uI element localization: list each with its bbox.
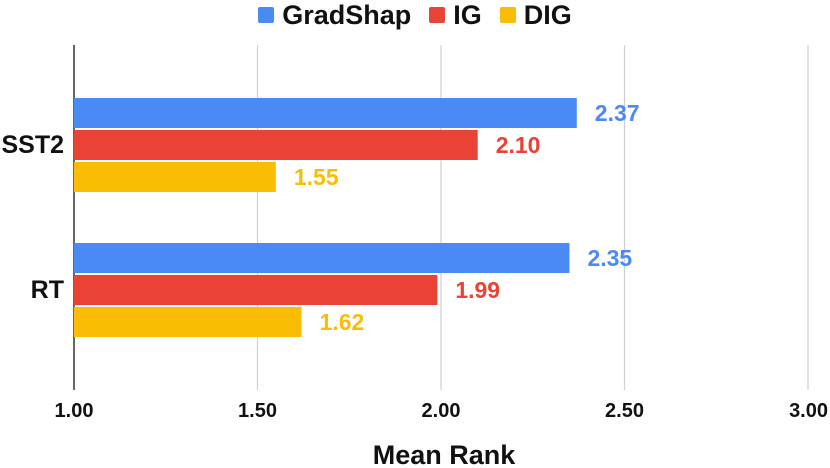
x-tick-label: 1.00 <box>55 400 94 422</box>
data-label: 1.62 <box>320 309 365 335</box>
category-label: RT <box>31 276 64 304</box>
bar-gradshap-rt <box>74 243 570 273</box>
legend-item-dig: DIG <box>499 0 572 31</box>
legend-label: DIG <box>523 0 572 30</box>
legend-item-gradshap: GradShap <box>258 0 411 31</box>
bar-ig-sst2 <box>74 130 478 160</box>
gridlines <box>73 45 809 390</box>
x-tick-label: 2.50 <box>605 400 644 422</box>
bar-dig-sst2 <box>74 162 276 192</box>
bar-dig-rt <box>74 307 302 337</box>
category-labels: SST2 RT <box>1 131 64 304</box>
x-tick-label: 3.00 <box>789 400 828 422</box>
data-label: 1.99 <box>455 277 500 303</box>
legend-swatch <box>499 7 516 23</box>
legend-swatch <box>258 7 275 23</box>
legend-swatch <box>429 7 446 23</box>
data-labels: 2.37 2.10 1.55 2.35 1.99 1.62 <box>294 100 640 335</box>
legend-label: GradShap <box>282 0 412 30</box>
x-axis-title: Mean Rank <box>373 440 517 468</box>
x-tick-label: 1.50 <box>238 400 277 422</box>
legend-item-ig: IG <box>429 0 482 31</box>
category-label: SST2 <box>1 131 64 159</box>
bar-ig-rt <box>74 275 438 305</box>
bars <box>74 98 577 337</box>
legend-label: IG <box>453 0 482 30</box>
bar-gradshap-sst2 <box>74 98 577 128</box>
data-label: 2.35 <box>587 245 632 271</box>
legend: GradShap IG DIG <box>0 0 830 30</box>
data-label: 1.55 <box>294 164 339 190</box>
x-tick-labels: 1.00 1.50 2.00 2.50 3.00 <box>55 400 828 422</box>
data-label: 2.37 <box>595 100 640 126</box>
x-tick-label: 2.00 <box>422 400 461 422</box>
data-label: 2.10 <box>496 132 541 158</box>
